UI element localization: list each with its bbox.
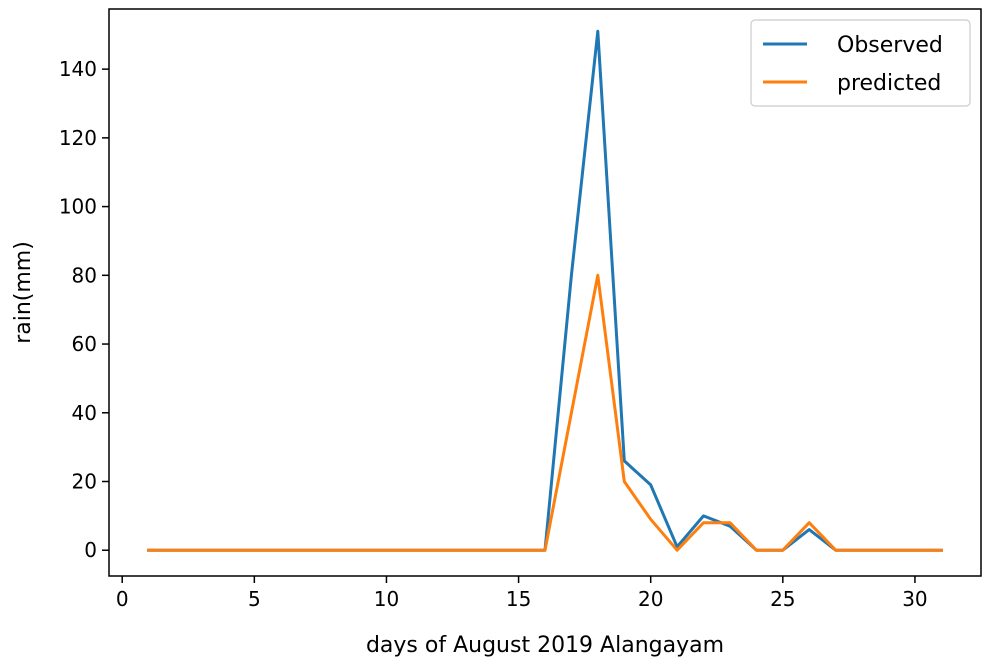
x-tick-label: 25 [770,587,795,611]
plot-frame [108,8,982,577]
x-tick-label: 30 [902,587,927,611]
legend: Observed predicted [750,19,971,107]
x-tick-label: 5 [248,587,261,611]
series-layer [147,29,943,552]
legend-label-0: Observed [837,33,943,58]
y-axis-label: rain(mm) [11,241,36,344]
x-axis: 0 5 10 15 20 25 30 [116,576,928,611]
y-tick-label: 40 [72,401,97,425]
y-tick-label: 0 [84,538,97,562]
y-tick-label: 60 [72,332,97,356]
y-tick-label: 100 [59,195,97,219]
legend-label-1: predicted [837,71,941,96]
series-line-0 [147,29,943,552]
x-tick-label: 0 [116,587,129,611]
x-tick-label: 15 [506,587,531,611]
y-tick-label: 20 [72,470,97,494]
x-tick-label: 10 [374,587,399,611]
x-axis-label: days of August 2019 Alangayam [366,633,724,658]
y-tick-label: 140 [59,57,97,81]
y-axis: 0 20 40 60 80 100 120 140 [59,57,109,562]
series-line-1 [147,273,943,552]
x-tick-label: 20 [638,587,663,611]
y-tick-label: 120 [59,126,97,150]
y-tick-label: 80 [72,263,97,287]
legend-box [750,19,971,107]
